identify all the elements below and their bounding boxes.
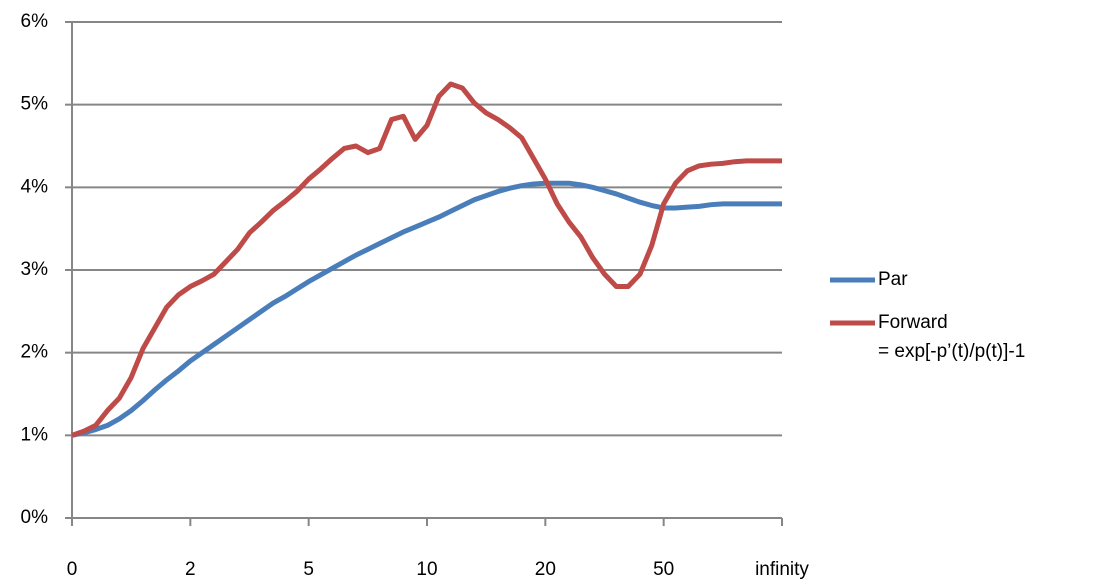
y-tick-label: 4% bbox=[21, 176, 49, 197]
legend-label: Forward = exp[-p’(t)/p(t)]-1 bbox=[878, 312, 1025, 362]
series-line bbox=[71, 180, 782, 438]
y-tick-label: 1% bbox=[21, 424, 49, 445]
x-tick-label: infinity bbox=[755, 559, 809, 580]
x-tick-label: 10 bbox=[416, 559, 437, 580]
x-tick-label: 0 bbox=[67, 559, 78, 580]
x-tick-label: 5 bbox=[303, 559, 314, 580]
legend-label: Par bbox=[878, 269, 908, 290]
y-tick-label: 5% bbox=[21, 94, 49, 115]
y-tick-label: 6% bbox=[21, 11, 49, 32]
y-tick-label: 3% bbox=[21, 259, 49, 280]
y-tick-label: 0% bbox=[21, 507, 49, 528]
x-tick-label: 50 bbox=[653, 559, 674, 580]
x-tick-label: 2 bbox=[185, 559, 196, 580]
series-line bbox=[71, 81, 782, 438]
x-tick-label: 20 bbox=[535, 559, 556, 580]
y-tick-label: 2% bbox=[21, 342, 49, 363]
